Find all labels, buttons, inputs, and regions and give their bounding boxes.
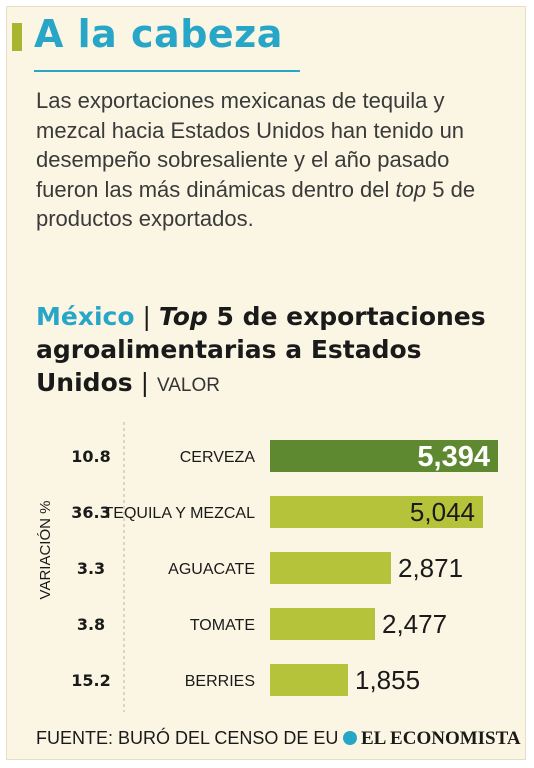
category-label: TOMATE	[190, 617, 255, 634]
infographic-card	[6, 6, 526, 760]
chart-title-rest: 5 de exportaciones agroalimentarias a Es…	[36, 302, 486, 397]
source-note: FUENTE: BURÓ DEL CENSO DE EU	[36, 728, 339, 748]
variation-value: 3.3	[77, 559, 105, 578]
category-label: TEQUILA Y MEZCAL	[104, 505, 256, 522]
data-label: 1,855	[355, 665, 420, 695]
data-label: 2,871	[398, 553, 463, 583]
chart-title-top: Top	[158, 302, 208, 331]
bar	[270, 608, 375, 640]
intro-text-a: Las exportaciones mexicanas de tequila y…	[36, 88, 465, 202]
swirl-logo-icon	[343, 731, 357, 745]
data-label: 5,394	[417, 441, 490, 473]
chart-title-separator-2: |	[132, 368, 157, 397]
chart-title-separator: |	[134, 302, 159, 331]
headline: A la cabeza	[34, 12, 283, 56]
brand-logo: EL ECONOMISTA	[343, 728, 521, 750]
chart-title-metric: VALOR	[156, 375, 220, 396]
chart-title: México | Top 5 de exportaciones agroalim…	[36, 300, 526, 402]
intro-text-italic: top	[395, 176, 427, 202]
variation-value: 15.2	[71, 671, 110, 690]
intro-paragraph: Las exportaciones mexicanas de tequila y…	[36, 86, 516, 234]
title-accent-bar	[12, 23, 22, 51]
category-label: BERRIES	[185, 673, 255, 690]
intro-text-b: 5 de productos exportados.	[36, 176, 476, 232]
data-label: 5,044	[410, 497, 475, 527]
data-label: 2,477	[382, 609, 447, 639]
category-label: CERVEZA	[180, 449, 256, 466]
headline-rule	[34, 70, 300, 72]
variation-value: 10.8	[71, 447, 110, 466]
bar	[270, 664, 348, 696]
bar	[270, 496, 483, 528]
chart-title-country: México	[36, 302, 135, 331]
variation-value: 3.8	[77, 615, 105, 634]
bar	[270, 552, 391, 584]
variation-axis-label: VARIACIÓN %	[37, 501, 54, 600]
category-label: AGUACATE	[168, 561, 255, 578]
brand-name: EL ECONOMISTA	[361, 728, 521, 749]
bar	[270, 440, 498, 472]
variation-value: 36.3	[71, 503, 110, 522]
